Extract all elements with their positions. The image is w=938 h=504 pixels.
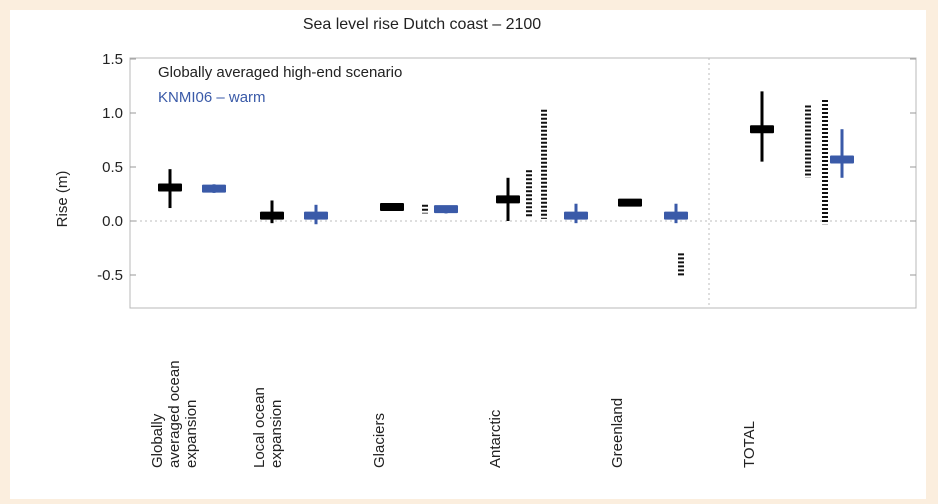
sea-level-chart: Sea level rise Dutch coast – 2100 Rise (… <box>54 16 917 468</box>
category-label-line: Globally <box>149 413 166 468</box>
category-label: Antarctic <box>487 409 504 468</box>
central-bar <box>158 183 182 192</box>
central-bar <box>830 155 854 164</box>
category-label-line: expansion <box>268 400 285 468</box>
category-label-line: TOTAL <box>741 421 758 468</box>
category-label-line: Glaciers <box>371 413 388 468</box>
central-bar <box>750 125 774 134</box>
category-label-line: Antarctic <box>487 409 504 468</box>
category-label-line: expansion <box>183 400 200 468</box>
legend-entry-high-end: Globally averaged high-end scenario <box>158 64 402 81</box>
category-label: Local ocean expansion <box>251 387 285 468</box>
category-label-line: Greenland <box>609 398 626 468</box>
central-bar <box>496 195 520 204</box>
central-bar <box>434 205 458 214</box>
central-bar <box>618 198 642 207</box>
category-label: Globally averaged ocean expansion <box>149 360 200 468</box>
plot-frame <box>129 57 917 309</box>
y-tick-label: 0.5 <box>102 159 123 176</box>
legend-entry-knmi06: KNMI06 – warm <box>158 89 266 106</box>
central-bar <box>380 202 404 211</box>
y-tick-label: 1.5 <box>102 51 123 68</box>
y-tick-label: 1.0 <box>102 105 123 122</box>
category-label: Glaciers <box>371 413 388 468</box>
central-bar <box>202 184 226 193</box>
category-label-line: Local ocean <box>251 387 268 468</box>
category-label: TOTAL <box>741 421 758 468</box>
chart-panel: Sea level rise Dutch coast – 2100 Rise (… <box>10 10 926 499</box>
central-bar <box>304 211 328 220</box>
central-bar <box>664 211 688 220</box>
y-axis-label: Rise (m) <box>54 171 71 228</box>
central-bar <box>564 211 588 220</box>
y-tick-label: 0.0 <box>102 213 123 230</box>
central-bar <box>260 211 284 220</box>
category-label-line: averaged ocean <box>166 360 183 468</box>
chart-title: Sea level rise Dutch coast – 2100 <box>303 16 541 33</box>
y-tick-label: -0.5 <box>97 267 123 284</box>
category-label: Greenland <box>609 398 626 468</box>
